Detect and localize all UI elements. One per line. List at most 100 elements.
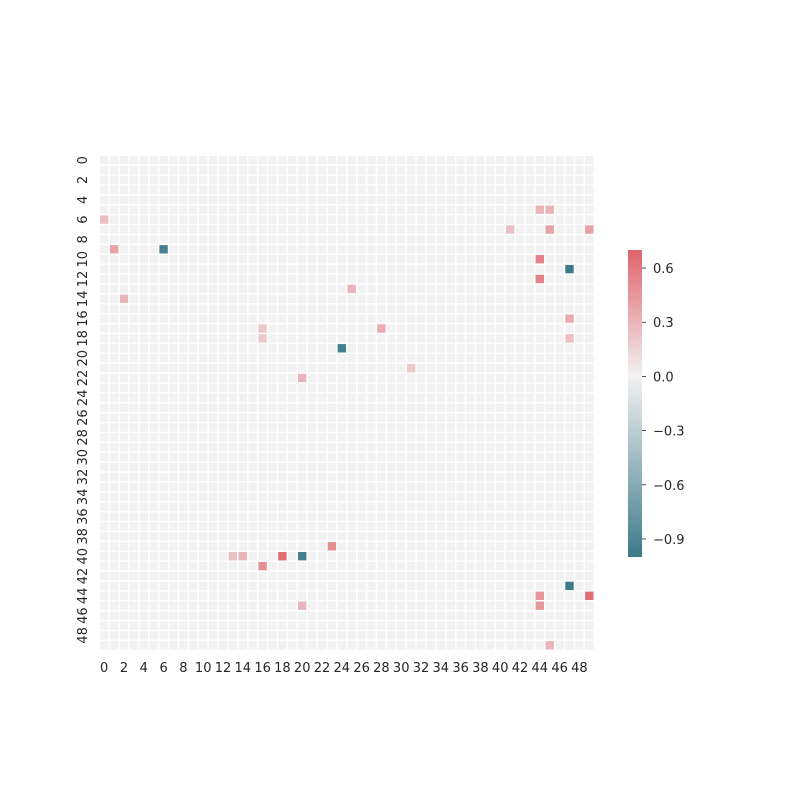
heatmap-cell	[515, 502, 525, 511]
heatmap-cell	[525, 334, 535, 343]
heatmap-cell	[218, 522, 228, 531]
heatmap-cell	[189, 641, 198, 650]
heatmap-cell	[496, 482, 505, 492]
heatmap-cell	[109, 472, 119, 482]
heatmap-cell	[199, 611, 208, 620]
heatmap-cell	[307, 631, 317, 640]
heatmap-cell	[496, 215, 505, 224]
heatmap-cell	[248, 165, 257, 175]
heatmap-cell	[337, 304, 346, 313]
heatmap-cell	[268, 542, 277, 551]
heatmap-cell	[357, 284, 366, 294]
heatmap-cell	[397, 433, 406, 442]
heatmap-cell	[515, 512, 525, 521]
heatmap-cell	[476, 264, 485, 274]
heatmap-cell	[416, 423, 426, 432]
heatmap-cell	[387, 195, 396, 204]
heatmap-cell	[466, 373, 475, 383]
heatmap-cell	[208, 601, 218, 610]
heatmap-cell	[555, 462, 564, 472]
heatmap-cell	[565, 502, 574, 511]
heatmap-cell	[179, 175, 188, 185]
heatmap-cell	[129, 373, 139, 383]
heatmap-cell	[406, 195, 416, 204]
heatmap-cell	[367, 284, 376, 294]
heatmap-cell	[555, 255, 564, 264]
heatmap-cell	[525, 522, 535, 531]
heatmap-cell	[545, 393, 554, 402]
y-tick-label: 44	[76, 588, 91, 605]
heatmap-cell	[357, 561, 366, 571]
heatmap-cell	[515, 334, 525, 343]
heatmap-cell	[357, 245, 366, 254]
heatmap-cell	[446, 294, 455, 303]
heatmap-cell	[347, 344, 356, 353]
heatmap-cell	[486, 492, 495, 501]
heatmap-cell	[545, 284, 554, 294]
heatmap-cell	[139, 512, 148, 521]
heatmap-cell	[426, 512, 436, 521]
heatmap-cell	[496, 274, 505, 284]
heatmap-cell	[189, 185, 198, 195]
heatmap-cell	[456, 205, 465, 214]
heatmap-cell	[456, 413, 465, 422]
heatmap-cell	[377, 363, 386, 373]
heatmap-cell	[100, 482, 109, 492]
heatmap-cell	[199, 294, 208, 303]
heatmap-cell	[100, 225, 109, 234]
heatmap-cell	[208, 195, 218, 204]
heatmap-cell	[367, 235, 376, 244]
heatmap-cell-highlight	[159, 245, 168, 254]
heatmap-cell	[505, 393, 515, 402]
heatmap-cell	[149, 156, 158, 165]
heatmap-cell	[129, 512, 139, 521]
heatmap-cell	[288, 532, 297, 541]
heatmap-cell	[109, 453, 119, 462]
heatmap-cell	[446, 631, 455, 640]
heatmap-cell	[129, 156, 139, 165]
heatmap-cell	[149, 294, 158, 303]
heatmap-cell	[327, 423, 337, 432]
heatmap-cell	[248, 383, 257, 393]
heatmap-cell	[357, 453, 366, 462]
heatmap-cell	[525, 472, 535, 482]
heatmap-cell	[199, 314, 208, 323]
heatmap-cell	[466, 314, 475, 323]
heatmap-cell	[149, 512, 158, 521]
heatmap-cell	[426, 294, 436, 303]
colorbar-tick-label: −0.9	[653, 533, 685, 548]
heatmap-cell	[169, 532, 178, 541]
heatmap-cell	[466, 502, 475, 511]
heatmap-cell	[525, 225, 535, 234]
heatmap-cell	[387, 403, 396, 412]
heatmap-cell	[406, 354, 416, 363]
heatmap-cell	[278, 492, 287, 501]
heatmap-cell	[238, 156, 247, 165]
heatmap-cell	[109, 443, 119, 452]
heatmap-cell	[387, 284, 396, 294]
heatmap-cell	[327, 462, 337, 472]
heatmap-cell	[139, 264, 148, 274]
heatmap-cell	[307, 284, 317, 294]
heatmap-cell	[159, 472, 168, 482]
heatmap-cell	[208, 631, 218, 640]
heatmap-cell	[218, 532, 228, 541]
heatmap-cell	[278, 581, 287, 591]
heatmap-cell	[238, 641, 247, 650]
heatmap-cell	[189, 512, 198, 521]
heatmap-cell	[347, 561, 356, 571]
heatmap-cell	[357, 304, 366, 313]
heatmap-cell	[515, 205, 525, 214]
heatmap-cell	[268, 235, 277, 244]
heatmap-cell	[555, 571, 564, 581]
heatmap-cell	[505, 502, 515, 511]
heatmap-cell	[199, 225, 208, 234]
heatmap-cell	[139, 314, 148, 323]
heatmap-cell	[426, 363, 436, 373]
heatmap-cell	[486, 255, 495, 264]
heatmap-cell	[129, 334, 139, 343]
heatmap-cell	[367, 591, 376, 600]
heatmap-cell	[496, 532, 505, 541]
heatmap-cell	[486, 334, 495, 343]
heatmap-cell	[159, 611, 168, 620]
